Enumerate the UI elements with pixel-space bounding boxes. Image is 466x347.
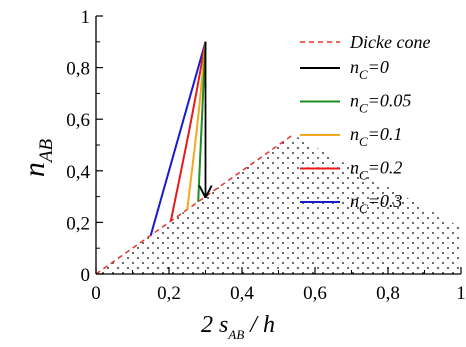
legend-label: nC=0.05 bbox=[350, 91, 411, 116]
y-tick-label: 1 bbox=[81, 7, 91, 28]
legend-label: nC=0.2 bbox=[350, 158, 402, 183]
legend-item-series-1: nC=0.05 bbox=[300, 91, 411, 116]
x-tick-label: 0 bbox=[91, 283, 101, 304]
y-tick-label: 0,6 bbox=[66, 110, 90, 131]
y-tick-label: 0,8 bbox=[66, 59, 90, 80]
legend-item-series-3: nC=0.2 bbox=[300, 158, 402, 183]
x-axis-title: 2 sAB / h bbox=[201, 312, 275, 342]
y-axis-title-sub: AB bbox=[36, 139, 57, 165]
forbidden-region bbox=[96, 134, 461, 274]
x-tick-label: 1 bbox=[456, 283, 466, 304]
x-axis-title-sub: AB bbox=[227, 327, 244, 342]
x-tick-label: 0,8 bbox=[376, 283, 400, 304]
x-tick-label: 0,4 bbox=[230, 283, 254, 304]
y-axis-title: nAB bbox=[18, 139, 57, 178]
series-layer bbox=[149, 41, 207, 236]
legend-label: Dicke cone bbox=[349, 32, 430, 52]
y-tick-label: 0,2 bbox=[66, 213, 90, 234]
legend-label: nC=0 bbox=[350, 57, 389, 82]
legend: Dicke cone nC=0 nC=0.05 nC=0.1 nC=0.2 nC=0.3 bbox=[300, 32, 430, 216]
legend-label: nC=0.3 bbox=[350, 191, 402, 216]
legend-item-series-0: nC=0 bbox=[300, 57, 389, 82]
legend-label: nC=0.1 bbox=[350, 124, 402, 149]
x-axis-title-suffix: / h bbox=[244, 312, 275, 338]
axes: 0 0,2 0,4 0,6 0,8 1 0 0,2 0,4 0,6 0,8 1 bbox=[66, 7, 466, 304]
y-axis-title-main: n bbox=[18, 162, 51, 177]
x-tick-label: 0,6 bbox=[303, 283, 327, 304]
dicke-cone-line bbox=[95, 134, 294, 275]
series-line-4 bbox=[149, 41, 207, 236]
legend-item-series-2: nC=0.1 bbox=[300, 124, 402, 149]
y-tick-label: 0,4 bbox=[66, 162, 90, 183]
legend-item-series-4: nC=0.3 bbox=[300, 191, 402, 216]
x-tick-label: 0,2 bbox=[157, 283, 181, 304]
y-tick-label: 0 bbox=[81, 265, 91, 286]
legend-item-dicke-cone: Dicke cone bbox=[300, 32, 430, 52]
x-axis-title-prefix: 2 s bbox=[201, 312, 228, 338]
